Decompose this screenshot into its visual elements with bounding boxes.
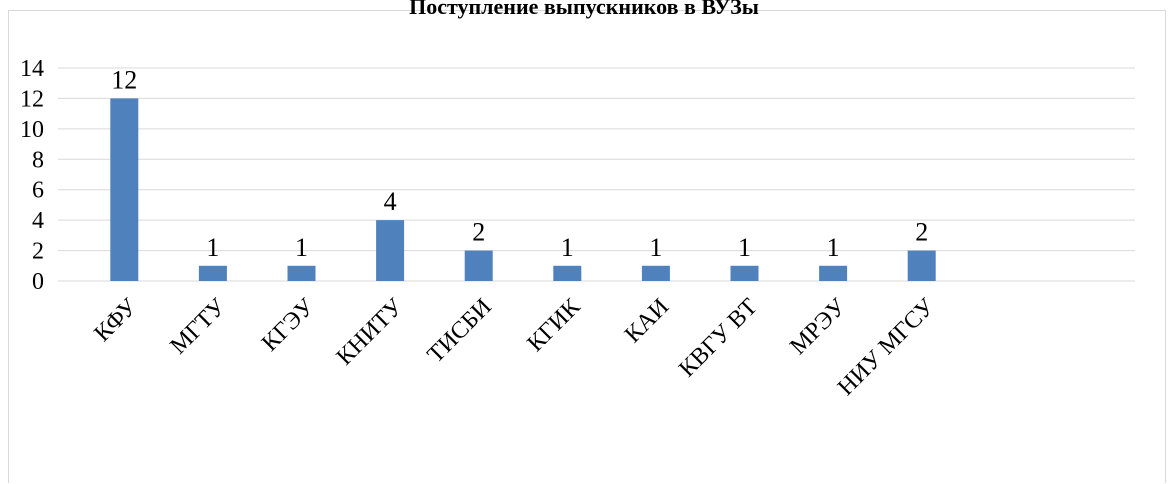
x-category-label: КНИТУ <box>332 294 409 371</box>
chart-title: Поступление выпускников в ВУЗы <box>409 0 759 19</box>
data-label: 2 <box>915 218 928 247</box>
bar <box>198 265 227 281</box>
data-label: 1 <box>295 233 308 262</box>
bar <box>376 220 405 281</box>
x-category-label: КГИК <box>522 293 586 357</box>
y-tick-label: 6 <box>32 178 44 204</box>
bar <box>907 250 936 281</box>
x-category-label: КГЭУ <box>257 294 320 357</box>
gridlines <box>58 67 1135 282</box>
x-category-label: МГТУ <box>165 294 231 360</box>
y-tick-label: 4 <box>32 208 44 234</box>
y-tick-label: 8 <box>32 147 44 173</box>
y-tick-label: 10 <box>20 117 44 143</box>
y-axis-ticks: 0 2 4 6 8 10 12 14 <box>20 56 44 295</box>
data-label: 1 <box>738 233 751 262</box>
bar <box>819 265 848 281</box>
x-category-label: КФУ <box>89 294 142 347</box>
bar <box>110 98 139 281</box>
x-category-label: НИУ МГСУ <box>833 294 940 401</box>
data-label: 1 <box>561 233 574 262</box>
bars <box>110 98 936 281</box>
data-label: 1 <box>206 233 219 262</box>
bar <box>464 250 493 281</box>
data-label: 12 <box>111 65 137 94</box>
x-category-label: ТИСБИ <box>423 294 497 368</box>
x-category-label: КАИ <box>620 294 674 348</box>
x-category-label: МРЭУ <box>785 294 851 360</box>
x-axis-categories: КФУ МГТУ КГЭУ КНИТУ ТИСБИ КГИК КАИ КВГУ ВТ МРЭУН… <box>89 293 939 401</box>
y-tick-label: 2 <box>32 239 44 265</box>
x-category-label: КВГУ ВТ <box>674 294 763 383</box>
y-tick-label: 14 <box>20 56 44 82</box>
chart-frame <box>8 10 1166 483</box>
y-tick-label: 12 <box>20 86 44 112</box>
bar <box>553 265 582 281</box>
data-label: 1 <box>649 233 662 262</box>
data-label: 2 <box>472 218 485 247</box>
bar <box>287 265 316 281</box>
data-label: 1 <box>827 233 840 262</box>
data-label: 4 <box>384 187 397 216</box>
y-tick-label: 0 <box>32 269 44 295</box>
bar <box>730 265 759 281</box>
bar <box>641 265 670 281</box>
